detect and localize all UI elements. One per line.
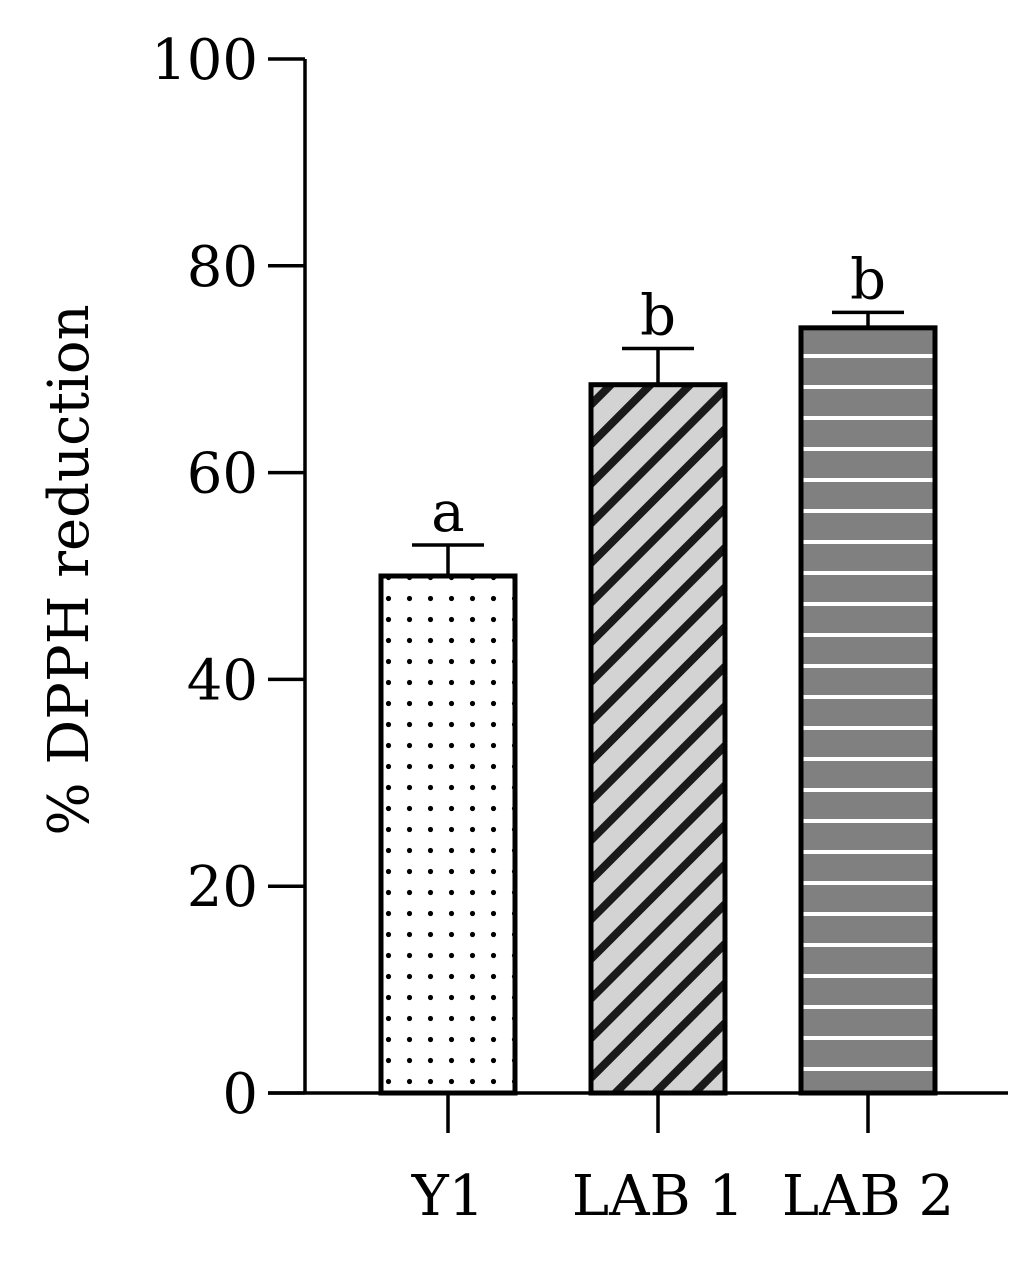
y-tick-label: 40 (187, 648, 258, 713)
y-tick-label: 20 (187, 855, 258, 920)
x-tick-label: Y1 (411, 1164, 485, 1229)
y-tick-label: 60 (187, 442, 258, 507)
y-tick-label: 80 (187, 235, 258, 300)
y-tick-label: 100 (151, 28, 258, 93)
x-axis-ticks: Y1 LAB 1 LAB 2 (411, 1093, 954, 1229)
bar-lab-1 (588, 382, 728, 1096)
bar-y1 (378, 573, 518, 1096)
y-axis-title: % DPPH reduction (37, 304, 102, 835)
x-tick-label: LAB 1 (572, 1164, 744, 1229)
y-axis-ticks: 0 20 40 60 80 100 (151, 28, 305, 1127)
bars: a b b (378, 247, 938, 1096)
x-tick-label: LAB 2 (782, 1164, 954, 1229)
significance-label: a (431, 480, 464, 545)
bar-lab-2 (798, 325, 938, 1096)
y-tick-label: 0 (222, 1062, 258, 1127)
significance-label: b (850, 247, 886, 312)
significance-label: b (640, 284, 676, 349)
